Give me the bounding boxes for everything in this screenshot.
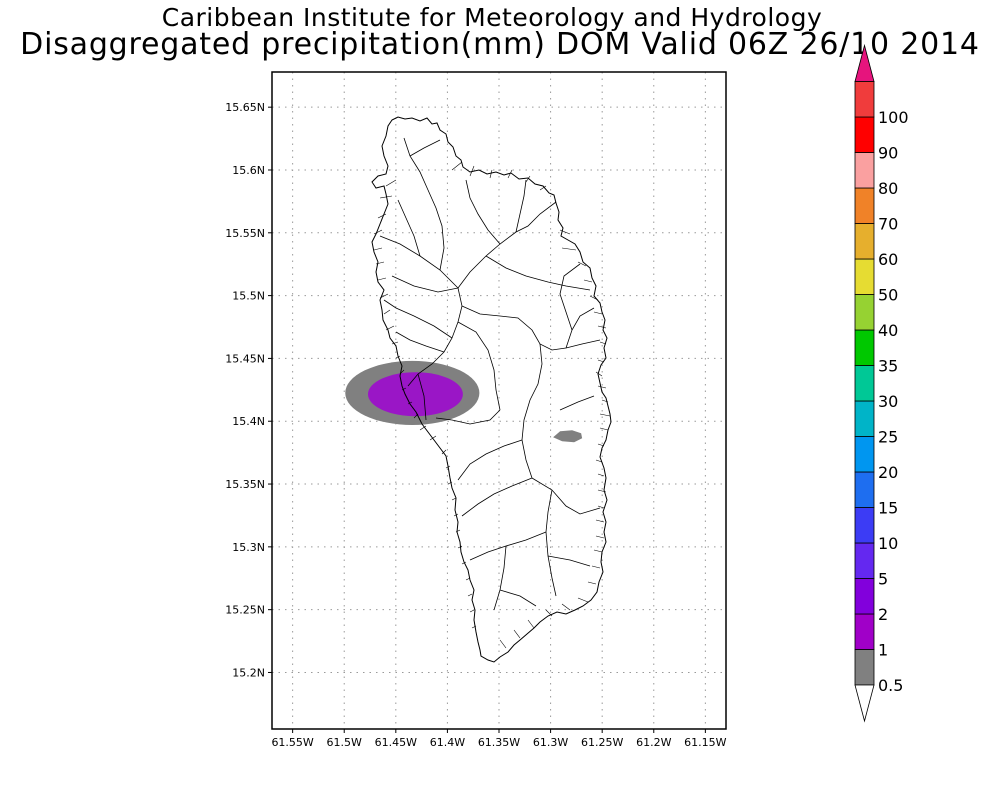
- colorbar-label: 60: [878, 250, 898, 269]
- institute-title: Caribbean Institute for Meteorology and …: [161, 3, 823, 32]
- graticule: [272, 72, 726, 729]
- colorbar-under-arrow: [854, 684, 875, 723]
- colorbar-swatch: [854, 152, 875, 189]
- colorbar-label: 20: [878, 463, 898, 482]
- dominica-island: [371, 116, 612, 663]
- x-tick-label: 61.3W: [533, 736, 568, 749]
- precip-area-1-2: [367, 372, 463, 417]
- colorbar-swatch: [854, 365, 875, 402]
- x-tick-label: 61.25W: [581, 736, 623, 749]
- colorbar-swatch: [854, 223, 875, 260]
- colorbar-over-arrow: [854, 43, 875, 82]
- colorbar-swatch: [854, 649, 875, 686]
- colorbar-swatch: [854, 294, 875, 331]
- colorbar-label: 1: [878, 641, 888, 660]
- y-tick-label: 15.45N: [225, 352, 265, 365]
- y-tick-label: 15.3N: [232, 541, 265, 554]
- colorbar-label: 40: [878, 321, 898, 340]
- colorbar-swatch: [854, 613, 875, 650]
- colorbar-swatch: [854, 258, 875, 295]
- colorbar-label: 100: [878, 108, 909, 127]
- colorbar-label: 15: [878, 499, 898, 518]
- map-title: Disaggregated precipitation(mm) DOM Vali…: [20, 27, 980, 62]
- colorbar-swatch: [854, 187, 875, 224]
- colorbar-label: 2: [878, 605, 888, 624]
- y-tick-label: 15.6N: [232, 164, 265, 177]
- colorbar-swatch: [854, 471, 875, 508]
- watershed-boundaries: [379, 137, 601, 611]
- colorbar-label: 0.5: [878, 676, 903, 695]
- colorbar-swatch: [854, 436, 875, 473]
- y-tick-label: 15.25N: [225, 604, 265, 617]
- x-tick-label: 61.55W: [271, 736, 313, 749]
- x-tick-label: 61.4W: [430, 736, 465, 749]
- y-tick-label: 15.65N: [225, 101, 265, 114]
- y-tick-label: 15.55N: [225, 227, 265, 240]
- colorbar-label: 25: [878, 428, 898, 447]
- precipitation-layer: [345, 360, 583, 443]
- colorbar-label: 30: [878, 392, 898, 411]
- colorbar-label: 50: [878, 286, 898, 305]
- colorbar-swatch: [854, 507, 875, 544]
- colorbar-swatch: [854, 578, 875, 615]
- x-tick-label: 61.35W: [478, 736, 520, 749]
- colorbar-swatch: [854, 400, 875, 437]
- y-tick-label: 15.4N: [232, 415, 265, 428]
- x-tick-label: 61.5W: [327, 736, 362, 749]
- colorbar-label: 80: [878, 179, 898, 198]
- x-tick-label: 61.15W: [684, 736, 726, 749]
- colorbar-swatch: [854, 542, 875, 579]
- colorbar-swatch: [854, 329, 875, 366]
- map-axes: 61.55W 61.5W 61.45W 61.4W 61.35W 61.3W 61.25W 6…: [225, 101, 726, 749]
- x-tick-label: 61.45W: [375, 736, 417, 749]
- x-tick-label: 61.2W: [636, 736, 671, 749]
- colorbar-label: 5: [878, 570, 888, 589]
- island-coastline: [371, 116, 612, 663]
- y-tick-label: 15.2N: [232, 666, 265, 679]
- precip-area-0.5-1: [553, 430, 583, 443]
- colorbar-label: 90: [878, 144, 898, 163]
- colorbar-label: 35: [878, 357, 898, 376]
- coastal-drainage: [373, 161, 611, 649]
- colorbar-swatch: [854, 81, 875, 118]
- y-tick-label: 15.35N: [225, 478, 265, 491]
- y-tick-label: 15.5N: [232, 290, 265, 303]
- colorbar-swatch: [854, 116, 875, 153]
- colorbar-label: 70: [878, 215, 898, 234]
- colorbar-label: 10: [878, 534, 898, 553]
